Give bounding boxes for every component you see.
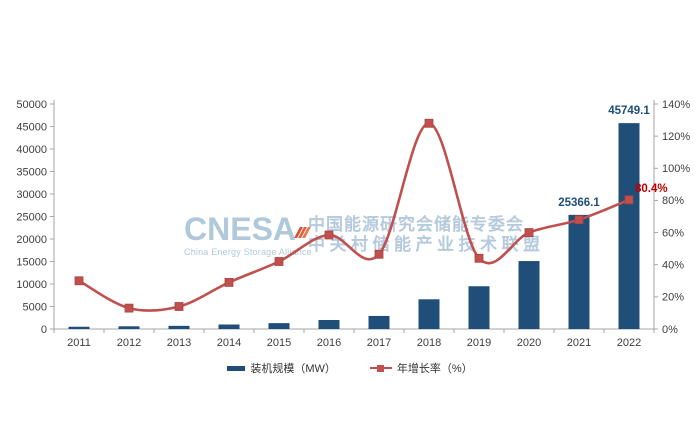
x-axis-category-label: 2022 — [617, 337, 641, 349]
bar-2012 — [118, 326, 140, 329]
bar-2021 — [568, 214, 590, 329]
growth-rate-marker-2014 — [224, 277, 234, 287]
right-axis-tick-label: 120% — [662, 131, 690, 143]
left-axis-tick-label: 10000 — [16, 279, 47, 291]
right-axis-tick-label: 140% — [662, 99, 690, 111]
x-axis-category-label: 2016 — [317, 337, 341, 349]
bar-2019 — [468, 286, 490, 329]
growth-rate-marker-2016 — [324, 230, 334, 240]
left-axis-tick-label: 0 — [41, 324, 47, 336]
left-axis-tick-label: 30000 — [16, 189, 47, 201]
bar-2018 — [418, 299, 440, 329]
right-axis-tick-label: 0% — [662, 324, 678, 336]
growth-rate-marker-2022 — [624, 195, 634, 205]
growth-rate-marker-2017 — [374, 249, 384, 259]
legend-item-growth-rate: 年增长率（%） — [369, 360, 473, 376]
bar-2015 — [268, 323, 290, 329]
line-series-swatch-icon — [369, 364, 392, 372]
legend-label-installed-capacity: 装机规模（MW） — [250, 363, 336, 375]
x-axis-category-label: 2013 — [167, 337, 191, 349]
legend-label-growth-rate: 年增长率（%） — [396, 363, 473, 375]
growth-rate-marker-2011 — [74, 276, 84, 286]
bar-2022 — [618, 123, 640, 329]
right-axis-tick-label: 60% — [662, 227, 684, 239]
left-axis-tick-label: 5000 — [23, 301, 47, 313]
x-axis-category-label: 2012 — [117, 337, 141, 349]
x-axis-category-label: 2020 — [517, 337, 541, 349]
right-axis-tick-label: 20% — [662, 292, 684, 304]
left-axis-tick-label: 45000 — [16, 121, 47, 133]
legend-item-installed-capacity: 装机规模（MW） — [227, 360, 336, 376]
bar-2014 — [218, 324, 240, 329]
bar-2017 — [368, 315, 390, 329]
growth-rate-marker-2015 — [274, 257, 284, 266]
left-axis-tick-label: 50000 — [16, 99, 47, 111]
bar-2013 — [168, 325, 190, 329]
bar-2011 — [68, 326, 90, 329]
right-axis-tick-label: 100% — [662, 163, 690, 175]
data-label-growth-2022: 80.4% — [635, 183, 668, 195]
growth-rate-marker-2019 — [474, 253, 484, 263]
left-axis-tick-label: 35000 — [16, 166, 47, 178]
growth-rate-line — [78, 121, 630, 312]
x-axis-category-label: 2017 — [367, 337, 391, 349]
x-axis-category-label: 2014 — [217, 337, 241, 349]
left-axis-tick-label: 25000 — [16, 211, 47, 223]
bar-series-swatch-icon — [227, 365, 246, 371]
x-axis-category-label: 2021 — [567, 337, 591, 349]
right-axis-tick-label: 80% — [662, 195, 684, 207]
left-axis-tick-label: 40000 — [16, 144, 47, 156]
growth-rate-marker-2018 — [424, 118, 434, 128]
growth-rate-marker-2013 — [174, 302, 184, 311]
right-axis-tick-label: 40% — [662, 260, 684, 272]
bar-2016 — [318, 320, 340, 329]
bar-2020 — [518, 261, 540, 329]
x-axis-category-label: 2019 — [467, 337, 491, 349]
data-label-2022: 45749.1 — [608, 105, 650, 117]
growth-rate-marker-2012 — [124, 303, 134, 313]
x-axis-category-label: 2015 — [267, 337, 291, 349]
growth-rate-marker-2020 — [524, 228, 534, 237]
left-axis-tick-label: 15000 — [16, 256, 47, 268]
left-axis-tick-label: 20000 — [16, 234, 47, 246]
x-axis-category-label: 2011 — [67, 337, 91, 349]
chart-legend: 装机规模（MW） 年增长率（%） — [0, 360, 700, 376]
data-label-2021: 25366.1 — [558, 197, 600, 209]
x-axis-category-label: 2018 — [417, 337, 441, 349]
growth-rate-marker-2021 — [574, 215, 584, 225]
